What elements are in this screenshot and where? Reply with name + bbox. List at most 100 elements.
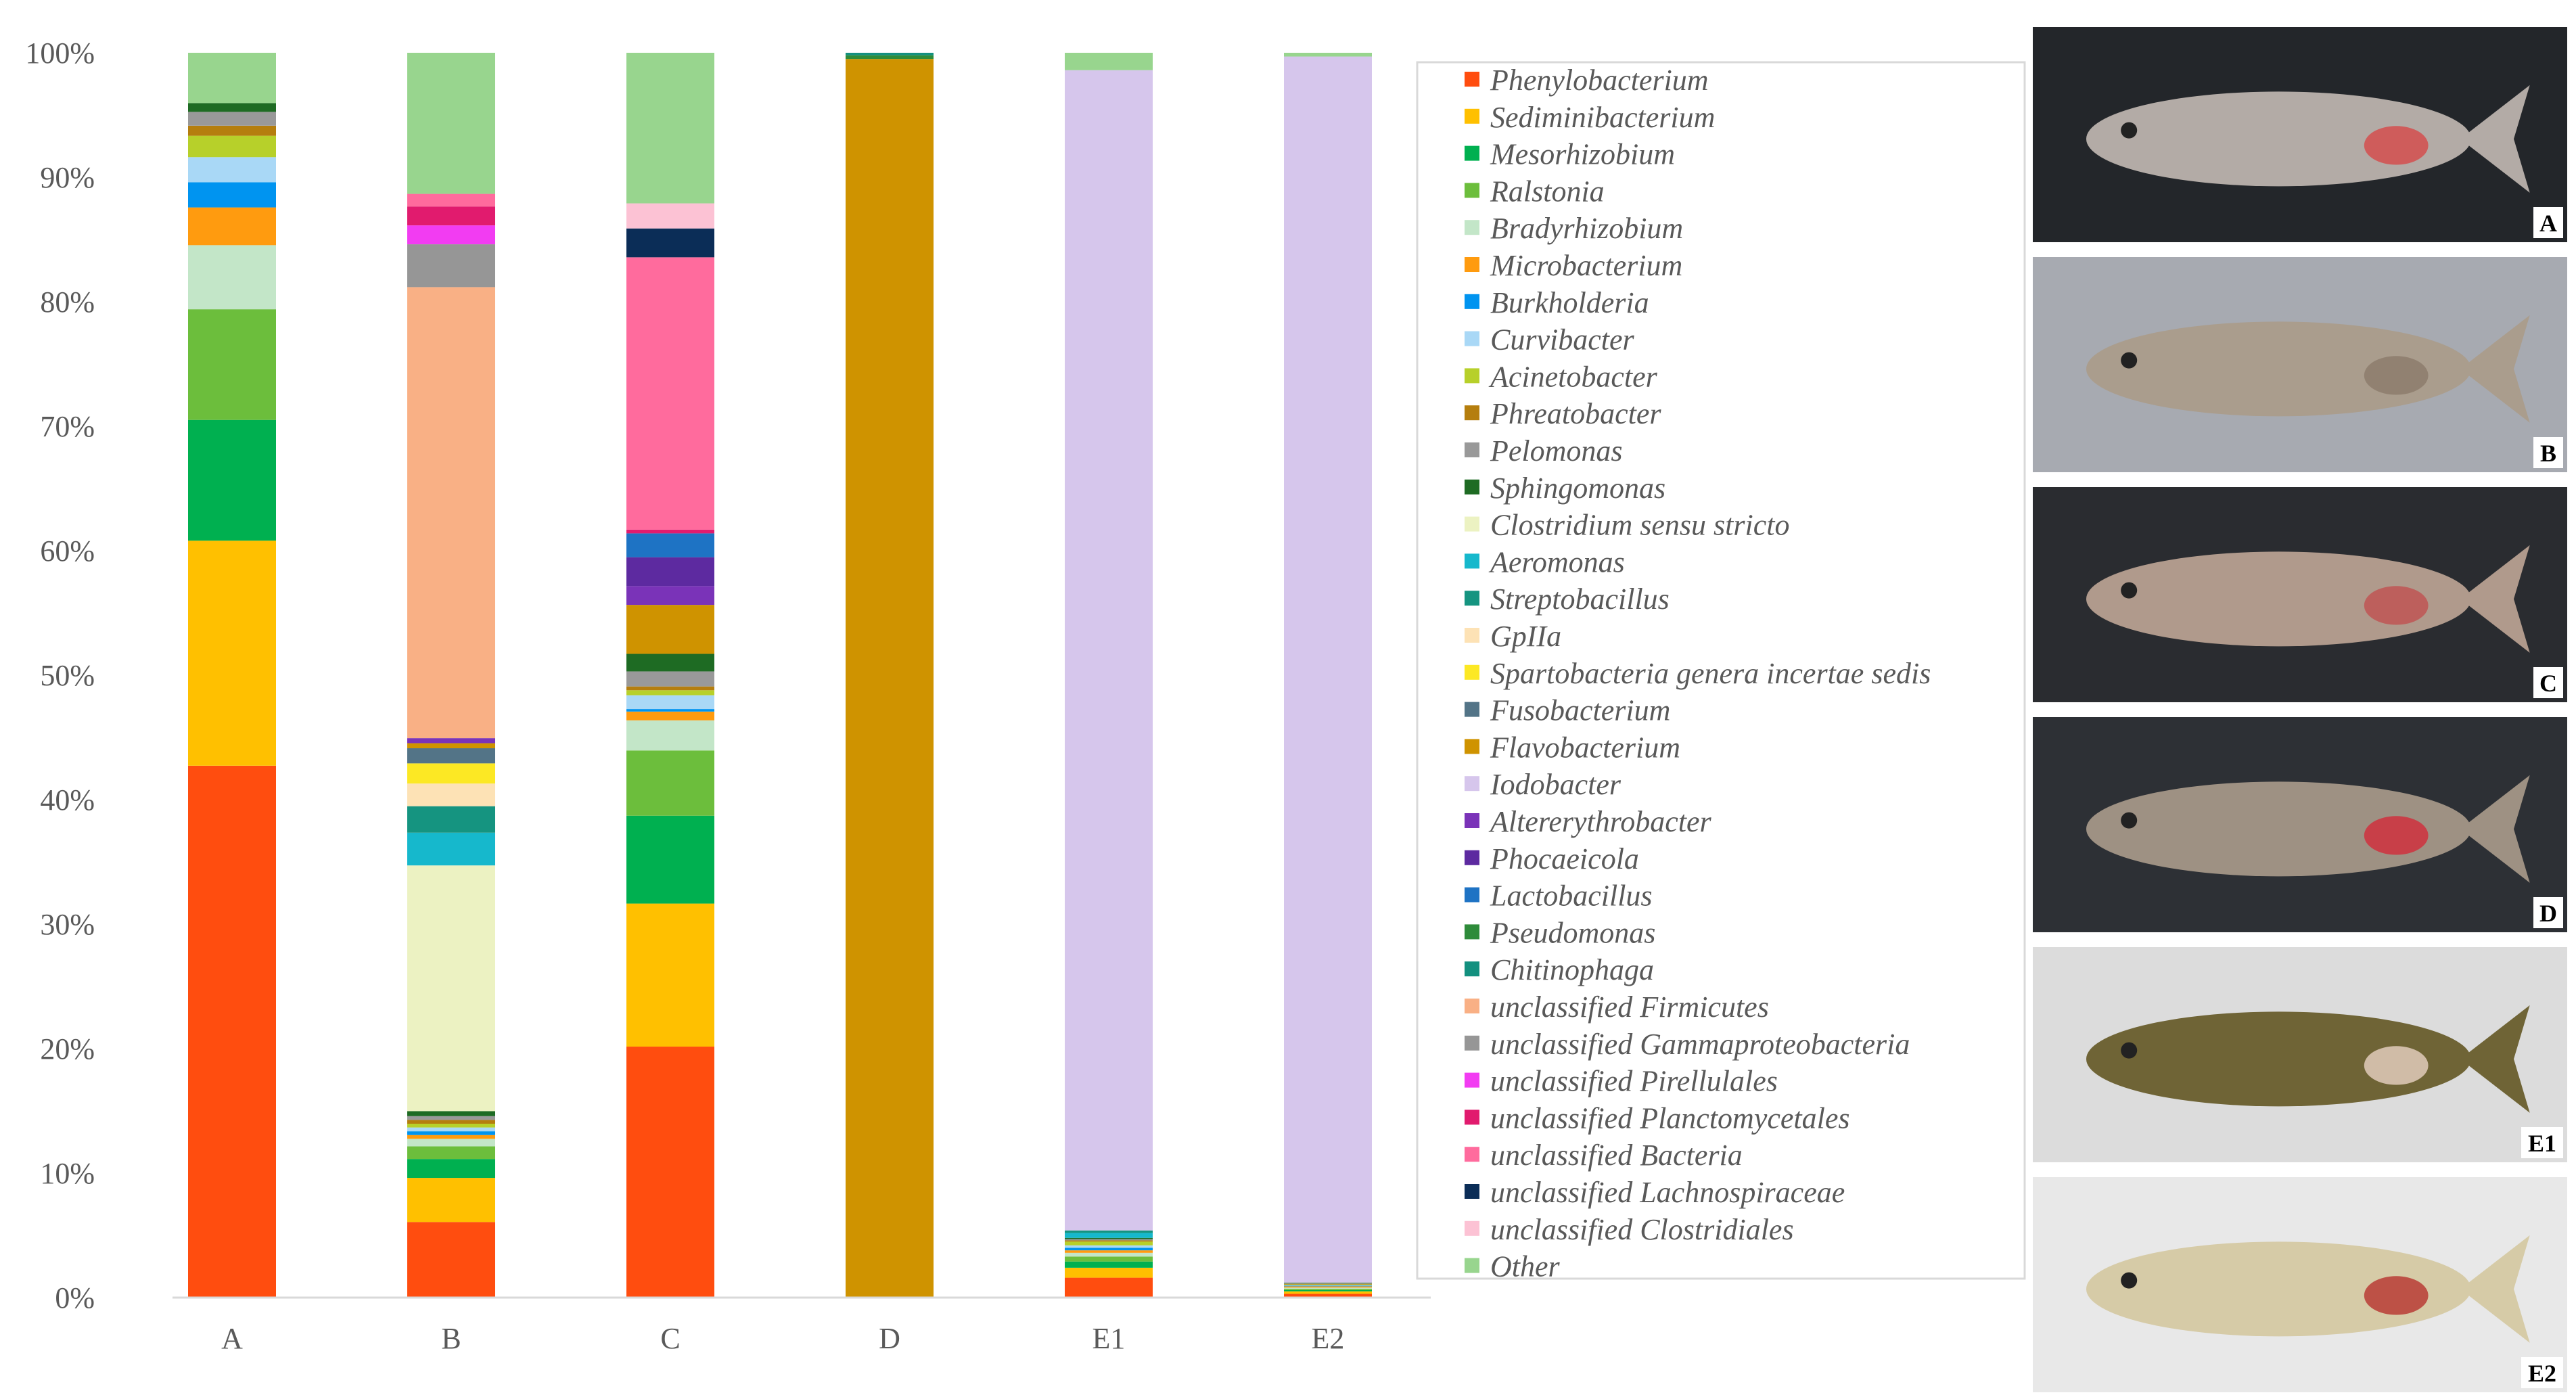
legend: Phenylobacterium Sediminibacterium Mesorhi… bbox=[1416, 61, 2026, 1283]
bar-segment-c-unclassified-bacteria bbox=[626, 257, 714, 530]
bar-segment-b-unclassified-pirellulales bbox=[407, 225, 495, 245]
bar-segment-b-flavobacterium bbox=[407, 743, 495, 749]
legend-item: Streptobacillus bbox=[1465, 582, 1670, 616]
bar-segment-c-flavobacterium bbox=[626, 605, 714, 654]
bar-segment-e2-ralstonia bbox=[1284, 1289, 1372, 1290]
bar-segment-a-burkholderia bbox=[188, 182, 276, 208]
bar-segment-b-fusobacterium bbox=[407, 748, 495, 764]
legend-label: Chitinophaga bbox=[1490, 953, 1654, 986]
legend-label: Sediminibacterium bbox=[1490, 101, 1715, 134]
legend-swatch bbox=[1465, 145, 1479, 161]
fish-eye bbox=[2121, 122, 2138, 139]
bar-segment-a-acinetobacter bbox=[188, 135, 276, 158]
photo-caption: D bbox=[2539, 900, 2557, 927]
bar-segment-c-lactobacillus bbox=[626, 533, 714, 557]
bar-segment-b-aeromonas bbox=[407, 832, 495, 866]
legend-label: Sphingomonas bbox=[1490, 472, 1665, 505]
legend-label: Streptobacillus bbox=[1490, 582, 1670, 616]
bar-column-e2 bbox=[1284, 53, 1372, 1298]
legend-swatch bbox=[1465, 72, 1479, 87]
legend-swatch bbox=[1465, 331, 1479, 346]
photo-caption: A bbox=[2539, 210, 2557, 237]
legend-label: Burkholderia bbox=[1490, 286, 1649, 319]
photo-caption: E2 bbox=[2528, 1360, 2556, 1387]
bar-segment-e1-other bbox=[1065, 53, 1153, 70]
bar-segment-e2-curvibacter bbox=[1284, 1285, 1372, 1286]
bar-segment-e1-sediminibacterium bbox=[1065, 1267, 1153, 1278]
bar-segment-e1-phenylobacterium bbox=[1065, 1277, 1153, 1298]
x-tick-label: A bbox=[221, 1322, 243, 1355]
bar-segment-b-phreatobacter bbox=[407, 1120, 495, 1124]
legend-swatch bbox=[1465, 813, 1479, 828]
legend-swatch bbox=[1465, 479, 1479, 495]
photo-caption-box bbox=[2533, 207, 2563, 238]
legend-swatch bbox=[1465, 961, 1479, 977]
legend-label: Lactobacillus bbox=[1490, 879, 1653, 913]
bar-segment-e1-streptobacillus bbox=[1065, 1230, 1153, 1233]
fish-lesion bbox=[2364, 126, 2429, 165]
fish-tail bbox=[2460, 1235, 2530, 1343]
bar-segment-e1-burkholderia bbox=[1065, 1248, 1153, 1251]
legend-label: Other bbox=[1490, 1250, 1561, 1283]
legend-item: unclassified Gammaproteobacteria bbox=[1465, 1028, 1910, 1061]
legend-swatch bbox=[1465, 628, 1479, 643]
legend-label: Phocaeicola bbox=[1490, 842, 1639, 875]
legend-label: Bradyrhizobium bbox=[1490, 212, 1683, 245]
fish-photo-d: D bbox=[2033, 717, 2567, 932]
fish-body bbox=[2086, 551, 2471, 647]
bar-column-c bbox=[626, 53, 714, 1298]
fish-body bbox=[2086, 781, 2471, 877]
bar-segment-a-sediminibacterium bbox=[188, 541, 276, 766]
y-tick-label: 90% bbox=[40, 161, 95, 194]
bar-segment-c-sphingomonas bbox=[626, 654, 714, 672]
bar-segment-e1-curvibacter bbox=[1065, 1245, 1153, 1248]
fish-photo-e2: E2 bbox=[2033, 1177, 2567, 1392]
bar-segment-c-microbacterium bbox=[626, 711, 714, 721]
bar-segment-c-unclassified-planctomycetales bbox=[626, 529, 714, 534]
bar-segment-b-unclassified-firmicutes bbox=[407, 287, 495, 739]
legend-label: Acinetobacter bbox=[1488, 360, 1658, 393]
legend-swatch bbox=[1465, 553, 1479, 569]
bar-column-a bbox=[188, 53, 276, 1298]
legend-label: Phreatobacter bbox=[1490, 397, 1661, 430]
x-axis: A B C D E1 E2 bbox=[221, 1322, 1344, 1355]
photo-caption: E1 bbox=[2528, 1130, 2556, 1157]
legend-item: Phreatobacter bbox=[1465, 397, 1661, 430]
legend-item: Curvibacter bbox=[1465, 323, 1635, 357]
y-tick-label: 100% bbox=[25, 37, 95, 70]
legend-item: Microbacterium bbox=[1465, 249, 1682, 282]
bar-segment-d-chitinophaga bbox=[846, 53, 934, 55]
fish-photo-panels: A B C D E1 E2 bbox=[2033, 27, 2567, 1392]
bar-segment-e2-burkholderia bbox=[1284, 1285, 1372, 1287]
fish-photo-b: B bbox=[2033, 257, 2567, 472]
bar-segment-c-burkholderia bbox=[626, 709, 714, 712]
fish-eye bbox=[2121, 352, 2138, 369]
bar-segment-d-flavobacterium bbox=[846, 59, 934, 1298]
bar-segment-a-pelomonas bbox=[188, 112, 276, 126]
legend-item: Bradyrhizobium bbox=[1465, 212, 1683, 245]
bar-segment-b-unclassified-bacteria bbox=[407, 193, 495, 207]
legend-label: Clostridium sensu stricto bbox=[1490, 509, 1790, 542]
legend-swatch bbox=[1465, 1147, 1479, 1162]
legend-item: Altererythrobacter bbox=[1465, 805, 1712, 838]
photo-caption-box bbox=[2533, 437, 2563, 468]
bar-segment-a-microbacterium bbox=[188, 207, 276, 246]
bar-segment-e2-pelomonas bbox=[1284, 1283, 1372, 1284]
legend-swatch bbox=[1465, 1072, 1479, 1088]
bar-segment-a-sphingomonas bbox=[188, 103, 276, 112]
bar-segment-a-phenylobacterium bbox=[188, 765, 276, 1298]
stacked-bar-chart: 0% 10% 20% 30% 40% 50% 60% 70% 80% 90% 100% A B C D E1… bbox=[25, 37, 1431, 1355]
bar-segment-e1-acinetobacter bbox=[1065, 1241, 1153, 1245]
photo-caption-box bbox=[2521, 1357, 2563, 1388]
bar-segment-e1-mesorhizobium bbox=[1065, 1261, 1153, 1268]
legend-swatch bbox=[1465, 1035, 1479, 1051]
bar-segment-c-phreatobacter bbox=[626, 686, 714, 691]
bar-segment-e2-mesorhizobium bbox=[1284, 1289, 1372, 1291]
legend-label: GpIIa bbox=[1490, 620, 1561, 653]
legend-item: Burkholderia bbox=[1465, 286, 1649, 319]
legend-swatch bbox=[1465, 220, 1479, 235]
fish-tail bbox=[2460, 775, 2530, 883]
legend-item: Other bbox=[1465, 1250, 1561, 1283]
fish-body bbox=[2086, 91, 2471, 187]
y-tick-label: 60% bbox=[40, 534, 95, 568]
